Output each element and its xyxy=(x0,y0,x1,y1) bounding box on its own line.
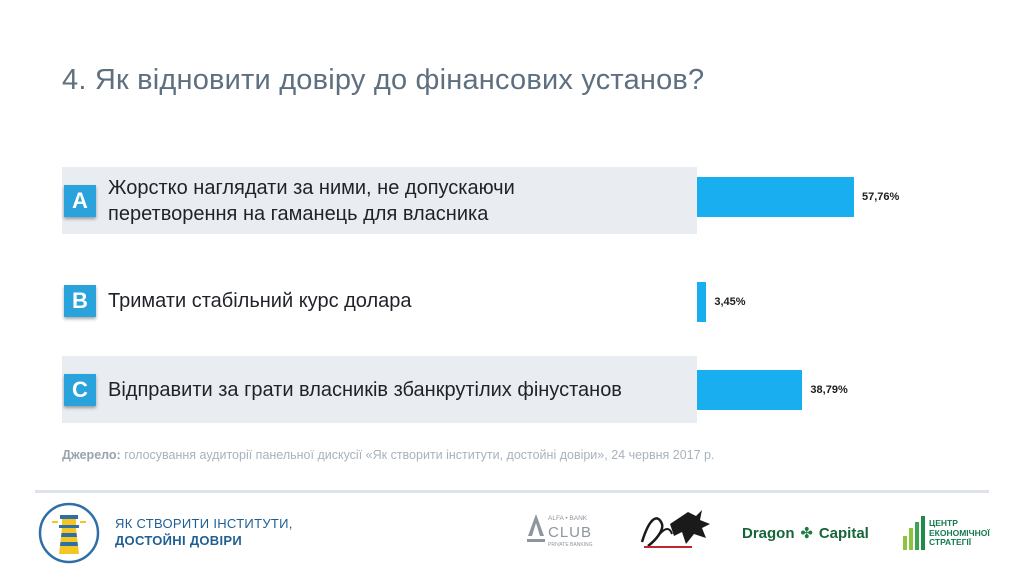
bar-b xyxy=(697,282,707,322)
lighthouse-logo-icon xyxy=(38,502,100,564)
answer-text-a: Жорстко наглядати за ними, не допускаючи… xyxy=(108,175,515,227)
bar-c xyxy=(697,370,803,410)
ces-line2: ЕКОНОМІЧНОЇ xyxy=(929,527,990,538)
bar-a xyxy=(697,177,854,217)
ces-line3: СТРАТЕГІЇ xyxy=(929,537,972,547)
answer-text-a-line1: Жорстко наглядати за ними, не допускаючи xyxy=(108,176,515,199)
alfa-bottom-text: PRIVATE BANKING xyxy=(548,542,593,548)
dragon-icon: ✤ xyxy=(800,525,813,542)
answer-text-b: Тримати стабільний курс долара xyxy=(108,290,412,312)
ces-bars-icon xyxy=(903,516,925,550)
answer-letter-c: C xyxy=(64,373,96,406)
bar-label-b: 3,45% xyxy=(714,296,746,308)
source-note: Джерело: голосування аудиторії панельної… xyxy=(62,448,714,462)
bar-label-a: 57,76% xyxy=(862,191,900,203)
answer-letter-a: A xyxy=(64,184,96,217)
source-label: Джерело: xyxy=(62,448,121,462)
dragon-capital-logo: Dragon ✤ Capital xyxy=(742,524,869,542)
ces-logo-text: ЦЕНТР ЕКОНОМІЧНОЇ СТРАТЕГІЇ xyxy=(929,518,990,548)
answer-row-c: C Відправити за грати власників збанкрут… xyxy=(62,356,697,423)
jazz-logo-icon xyxy=(640,510,710,548)
dragon-capital-right: Capital xyxy=(818,525,869,542)
footer-divider xyxy=(35,490,989,493)
bar-label-c: 38,79% xyxy=(810,384,848,396)
answer-text-c: Відправити за грати власників збанкрутіл… xyxy=(108,378,622,401)
alfa-top-text: ALFA • BANK xyxy=(548,515,588,522)
page-title: 4. Як відновити довіру до фінансових уст… xyxy=(62,64,705,96)
alfa-bank-club-logo-icon: ALFA • BANK CLUB PRIVATE BANKING xyxy=(527,514,593,548)
dragon-capital-left: Dragon xyxy=(742,525,795,542)
answer-letter-b: B xyxy=(64,285,96,317)
footer-brand: ЯК СТВОРИТИ ІНСТИТУТИ, ДОСТОЙНІ ДОВІРИ xyxy=(115,515,293,549)
ces-line1: ЦЕНТР xyxy=(929,518,958,528)
alfa-club-text: CLUB xyxy=(548,524,592,541)
answer-row-a: A Жорстко наглядати за ними, не допускаю… xyxy=(62,167,697,234)
source-text: голосування аудиторії панельної дискусії… xyxy=(120,448,715,462)
footer-brand-line2: ДОСТОЙНІ ДОВІРИ xyxy=(115,533,243,548)
footer-brand-line1: ЯК СТВОРИТИ ІНСТИТУТИ, xyxy=(115,516,293,531)
answer-text-a-line2: перетворення на гаманець для власника xyxy=(108,202,489,225)
answer-row-b: B Тримати стабільний курс долара xyxy=(62,280,697,322)
